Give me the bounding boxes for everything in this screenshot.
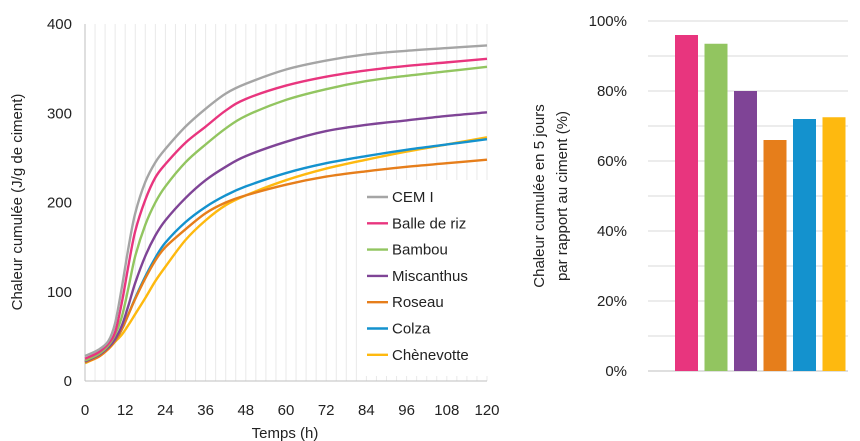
series-line-balle-de-riz: [84, 57, 488, 360]
bar-chart-y-tick-label: 20%: [597, 293, 627, 310]
legend-label: Balle de riz: [392, 215, 466, 232]
line-chart-x-axis-title: Temps (h): [252, 425, 319, 441]
bar-colza: [793, 119, 816, 371]
line-chart-x-tick-label: 96: [398, 402, 415, 419]
legend-label: Colza: [392, 321, 431, 338]
legend-label: Chènevotte: [392, 347, 469, 364]
bar-chart-y-tick-label: 80%: [597, 83, 627, 100]
line-chart-y-ticks: 0 100 200 300 400: [47, 16, 72, 390]
line-chart-legend: CEM I Balle de riz Bambou Miscanthus Roseau C…: [360, 180, 488, 376]
bar-chart-y-axis-title-line2: par rapport au ciment (%): [554, 111, 571, 281]
line-chart: 0 12 24 36 48 60 72 84 96 108 120 0 100 200 300 400 CE…: [9, 16, 500, 441]
bar-balle-de-riz: [675, 35, 698, 371]
bar-chart-y-tick-label: 40%: [597, 223, 627, 240]
bar-bambou: [704, 43, 728, 371]
bar-chart-y-ticks: 0% 20% 40% 60% 80% 100%: [589, 13, 627, 380]
line-chart-y-tick-label: 400: [47, 16, 72, 33]
line-chart-x-tick-label: 120: [474, 402, 499, 419]
line-chart-x-tick-label: 84: [358, 402, 375, 419]
legend-label: Bambou: [392, 242, 448, 259]
bar-ch-nevotte: [822, 117, 846, 371]
bar-chart-bars: [675, 35, 846, 371]
line-chart-y-tick-label: 0: [64, 373, 72, 390]
bar-chart: 0% 20% 40% 60% 80% 100% Chaleur cumulée en 5 …: [531, 13, 848, 380]
line-chart-y-tick-label: 300: [47, 105, 72, 122]
legend-label: Miscanthus: [392, 268, 468, 285]
line-chart-x-tick-label: 72: [318, 402, 335, 419]
line-chart-x-tick-label: 24: [157, 402, 174, 419]
series-line-miscanthus: [84, 111, 488, 363]
bar-chart-y-tick-label: 0%: [605, 363, 627, 380]
series-line-cem-i: [84, 44, 488, 358]
line-chart-x-tick-label: 36: [197, 402, 214, 419]
bar-chart-y-tick-label: 100%: [589, 13, 627, 30]
line-chart-x-tick-label: 108: [434, 402, 459, 419]
bar-chart-y-tick-label: 60%: [597, 153, 627, 170]
legend-label: CEM I: [392, 189, 434, 206]
bar-miscanthus: [734, 91, 757, 371]
line-chart-y-axis-title: Chaleur cumulée (J/g de ciment): [9, 94, 26, 311]
line-chart-x-ticks: 0 12 24 36 48 60 72 84 96 108 120: [81, 402, 500, 419]
line-chart-x-tick-label: 48: [237, 402, 254, 419]
line-chart-series: [84, 44, 488, 365]
line-chart-x-tick-label: 12: [117, 402, 134, 419]
line-chart-x-tick-label: 60: [278, 402, 295, 419]
line-chart-y-tick-label: 200: [47, 195, 72, 212]
bar-roseau: [763, 140, 787, 371]
line-chart-x-tick-label: 0: [81, 402, 89, 419]
line-chart-y-tick-label: 100: [47, 284, 72, 301]
legend-label: Roseau: [392, 294, 444, 311]
legend-background: [360, 180, 488, 376]
bar-chart-y-axis-title-line1: Chaleur cumulée en 5 jours: [531, 104, 548, 287]
